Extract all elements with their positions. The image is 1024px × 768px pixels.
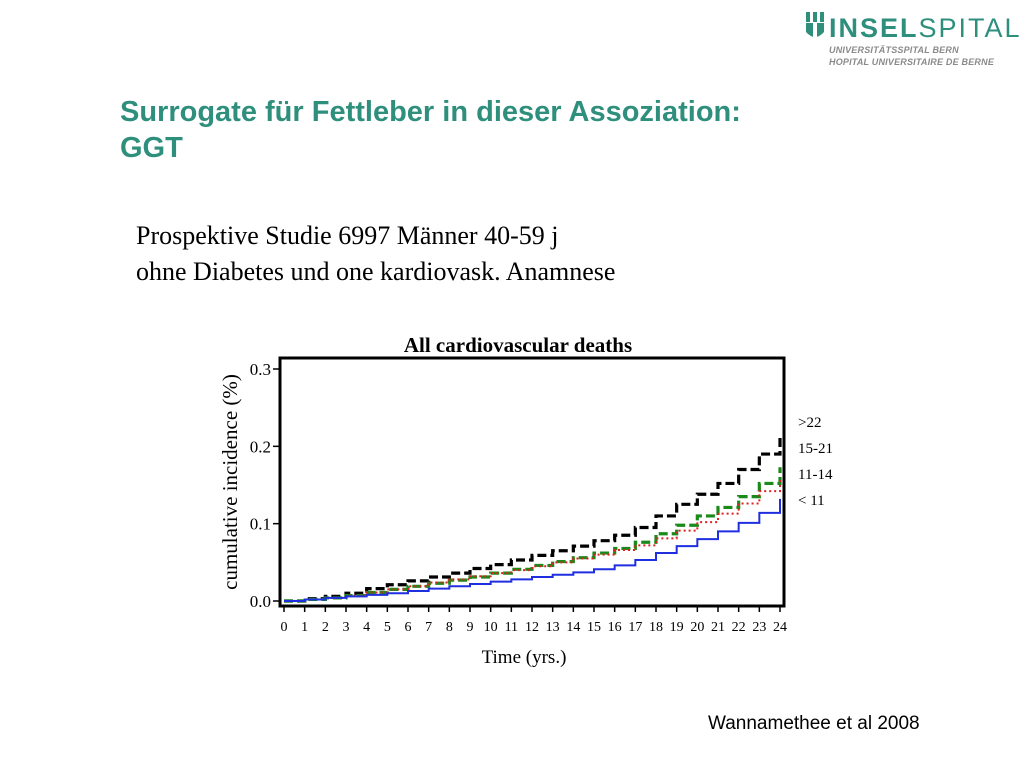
x-tick-label: 7 — [425, 620, 432, 635]
slide-subtitle-line-2: ohne Diabetes und one kardiovask. Anamne… — [136, 257, 616, 286]
y-axis-label: cumulative incidence (%) — [218, 374, 242, 590]
x-tick-label: 12 — [525, 620, 539, 635]
axis-ticks: 0 1 2 3 4 5 6 7 8 9 10 11 12 13 14 15 16 17 18 19 20 21 22 23 24… — [250, 360, 787, 635]
slide-title-line-1: Surrogate für Fettleber in dieser Assozi… — [120, 96, 741, 128]
x-tick-label: 18 — [649, 620, 663, 635]
slide-title-line-2: GGT — [120, 132, 183, 164]
insel-logo: INSELSPITAL UNIVERSITÄTSSPITAL BERN HOPI… — [805, 10, 1020, 70]
x-tick-label: 0 — [281, 620, 288, 635]
x-axis-label: Time (yrs.) — [482, 647, 567, 668]
x-tick-label: 21 — [711, 620, 725, 635]
legend-entry: 11-14 — [798, 467, 833, 483]
logo-name-bold: INSEL — [829, 13, 919, 43]
x-tick-label: 15 — [587, 620, 601, 635]
logo-emblem-icon — [806, 12, 824, 40]
x-tick-label: 16 — [608, 620, 622, 635]
logo-subline-1: UNIVERSITÄTSSPITAL BERN — [829, 45, 959, 55]
x-tick-label: 24 — [773, 620, 787, 635]
legend-entry: < 11 — [798, 493, 825, 509]
x-tick-label: 10 — [484, 620, 498, 635]
y-tick-label: 0.0 — [250, 592, 271, 611]
logo-subline-2: HOPITAL UNIVERSITAIRE DE BERNE — [829, 57, 995, 67]
x-tick-label: 6 — [405, 620, 412, 635]
chart-title: All cardiovascular deaths — [404, 333, 632, 357]
y-tick-label: 0.2 — [250, 437, 271, 456]
series-line-11-14 — [284, 478, 781, 602]
series-line-22 — [284, 435, 782, 603]
x-tick-label: 22 — [732, 620, 746, 635]
x-tick-label: 17 — [628, 620, 642, 635]
citation: Wannamethee et al 2008 — [708, 713, 920, 734]
series-line-11 — [284, 498, 781, 602]
x-tick-label: 8 — [446, 620, 453, 635]
series-lines — [284, 435, 782, 603]
slide-title: Surrogate für Fettleber in dieser Assozi… — [120, 94, 900, 166]
x-tick-label: 5 — [384, 620, 391, 635]
x-tick-label: 13 — [546, 620, 560, 635]
y-tick-label: 0.1 — [250, 515, 271, 534]
x-tick-label: 11 — [505, 620, 518, 635]
slide-subtitle-line-1: Prospektive Studie 6997 Männer 40-59 j — [136, 221, 559, 250]
legend-entry: >22 — [798, 415, 822, 431]
x-tick-label: 2 — [322, 620, 329, 635]
x-tick-label: 20 — [690, 620, 704, 635]
x-tick-label: 4 — [363, 620, 370, 635]
chart-legend: >22 15-21 11-14 < 11 — [798, 412, 833, 516]
x-tick-label: 23 — [752, 620, 766, 635]
x-tick-label: 19 — [670, 620, 684, 635]
logo-wordmark: INSELSPITAL — [829, 12, 1022, 44]
legend-entry: 15-21 — [798, 441, 833, 457]
slide-subtitle: Prospektive Studie 6997 Männer 40-59 j o… — [136, 218, 615, 290]
x-tick-label: 9 — [467, 620, 474, 635]
x-tick-label: 3 — [343, 620, 350, 635]
y-tick-label: 0.3 — [250, 360, 271, 379]
x-tick-label: 14 — [566, 620, 580, 635]
series-line-15-21 — [284, 467, 782, 603]
logo-name-light: SPITAL — [918, 13, 1022, 43]
x-tick-label: 1 — [301, 620, 308, 635]
